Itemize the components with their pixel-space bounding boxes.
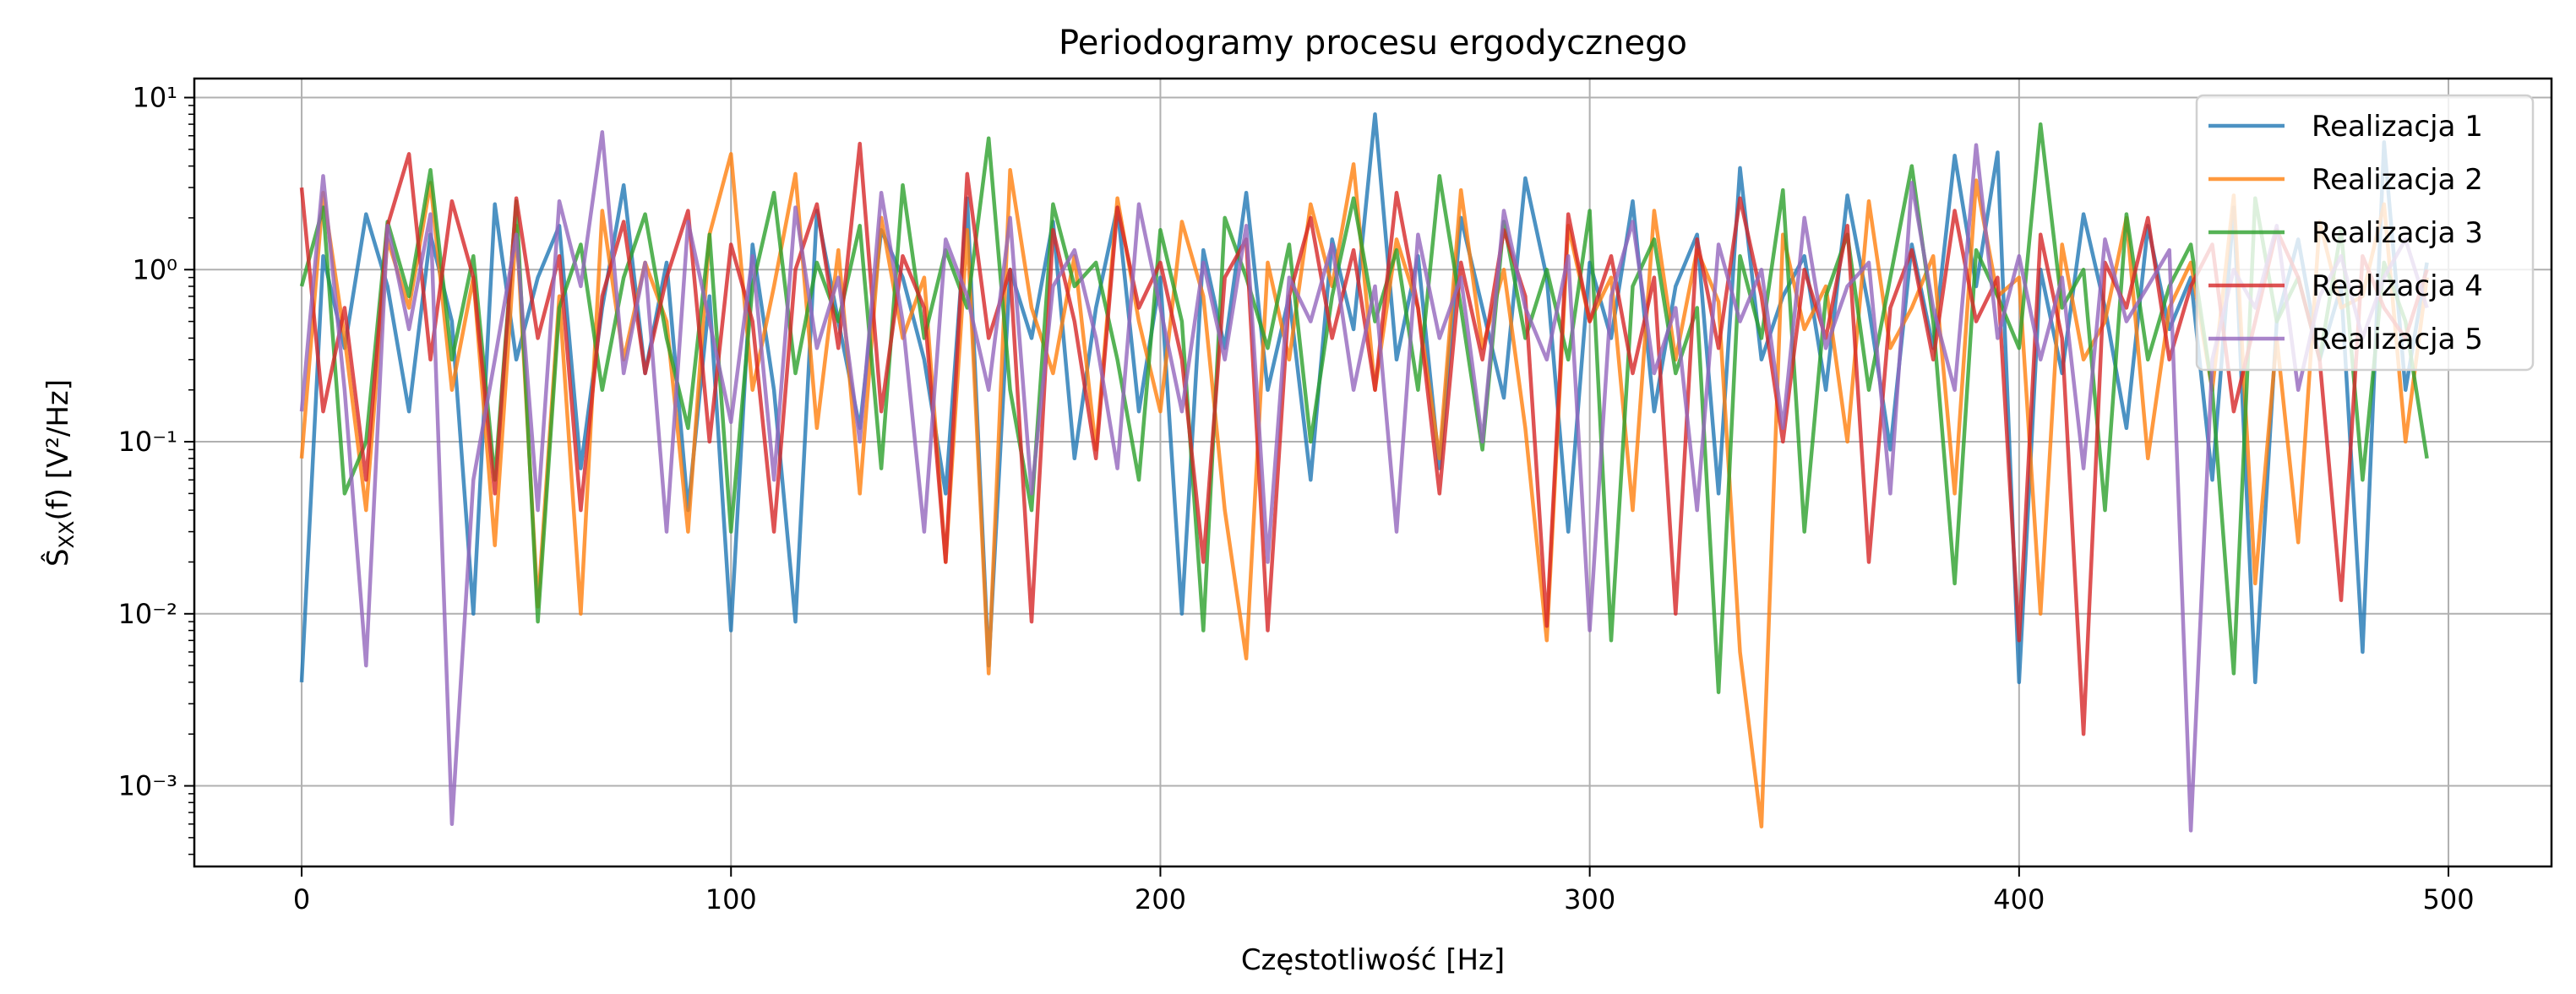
y-axis-label: ŜXX(f) [V²/Hz]: [41, 379, 79, 567]
x-tick-label: 500: [2422, 883, 2474, 915]
legend-label-3: Realizacja 3: [2312, 216, 2483, 250]
x-tick-label: 200: [1135, 883, 1186, 915]
legend-box: [2195, 94, 2535, 372]
legend-label-1: Realizacja 1: [2312, 110, 2483, 144]
series-line-3: [299, 122, 2429, 694]
x-tick-label: 400: [1993, 883, 2045, 915]
series-line-2: [299, 152, 2429, 828]
x-axis-label: Częstotliwość [Hz]: [1241, 943, 1505, 977]
y-tick-label: 10⁻²: [118, 598, 177, 630]
legend-label-5: Realizacja 5: [2312, 323, 2483, 356]
x-tick-label: 0: [293, 883, 310, 915]
chart-title: Periodogramy procesu ergodycznego: [1059, 24, 1687, 62]
axes-frame: [193, 77, 2553, 868]
x-tick-label: 100: [705, 883, 757, 915]
legend-label-4: Realizacja 4: [2312, 269, 2483, 303]
axis-ticks: 0 100 200 300 400 500 10¹ 10⁰ 10⁻¹ 10⁻² 10⁻³: [118, 82, 2475, 915]
legend-label-2: Realizacja 2: [2312, 163, 2483, 197]
series-lines: [299, 112, 2429, 833]
series-line-5: [299, 130, 2429, 833]
y-tick-label: 10⁰: [132, 253, 177, 285]
series-line-1: [299, 112, 2429, 685]
x-tick-label: 300: [1564, 883, 1615, 915]
y-tick-label: 10⁻³: [118, 770, 177, 802]
y-tick-label: 10⁻¹: [118, 426, 177, 458]
y-tick-label: 10¹: [132, 82, 177, 114]
series-line-4: [299, 141, 2429, 736]
legend: Realizacja 1 Realizacja 2 Realizacja 3 Real…: [2195, 94, 2535, 372]
